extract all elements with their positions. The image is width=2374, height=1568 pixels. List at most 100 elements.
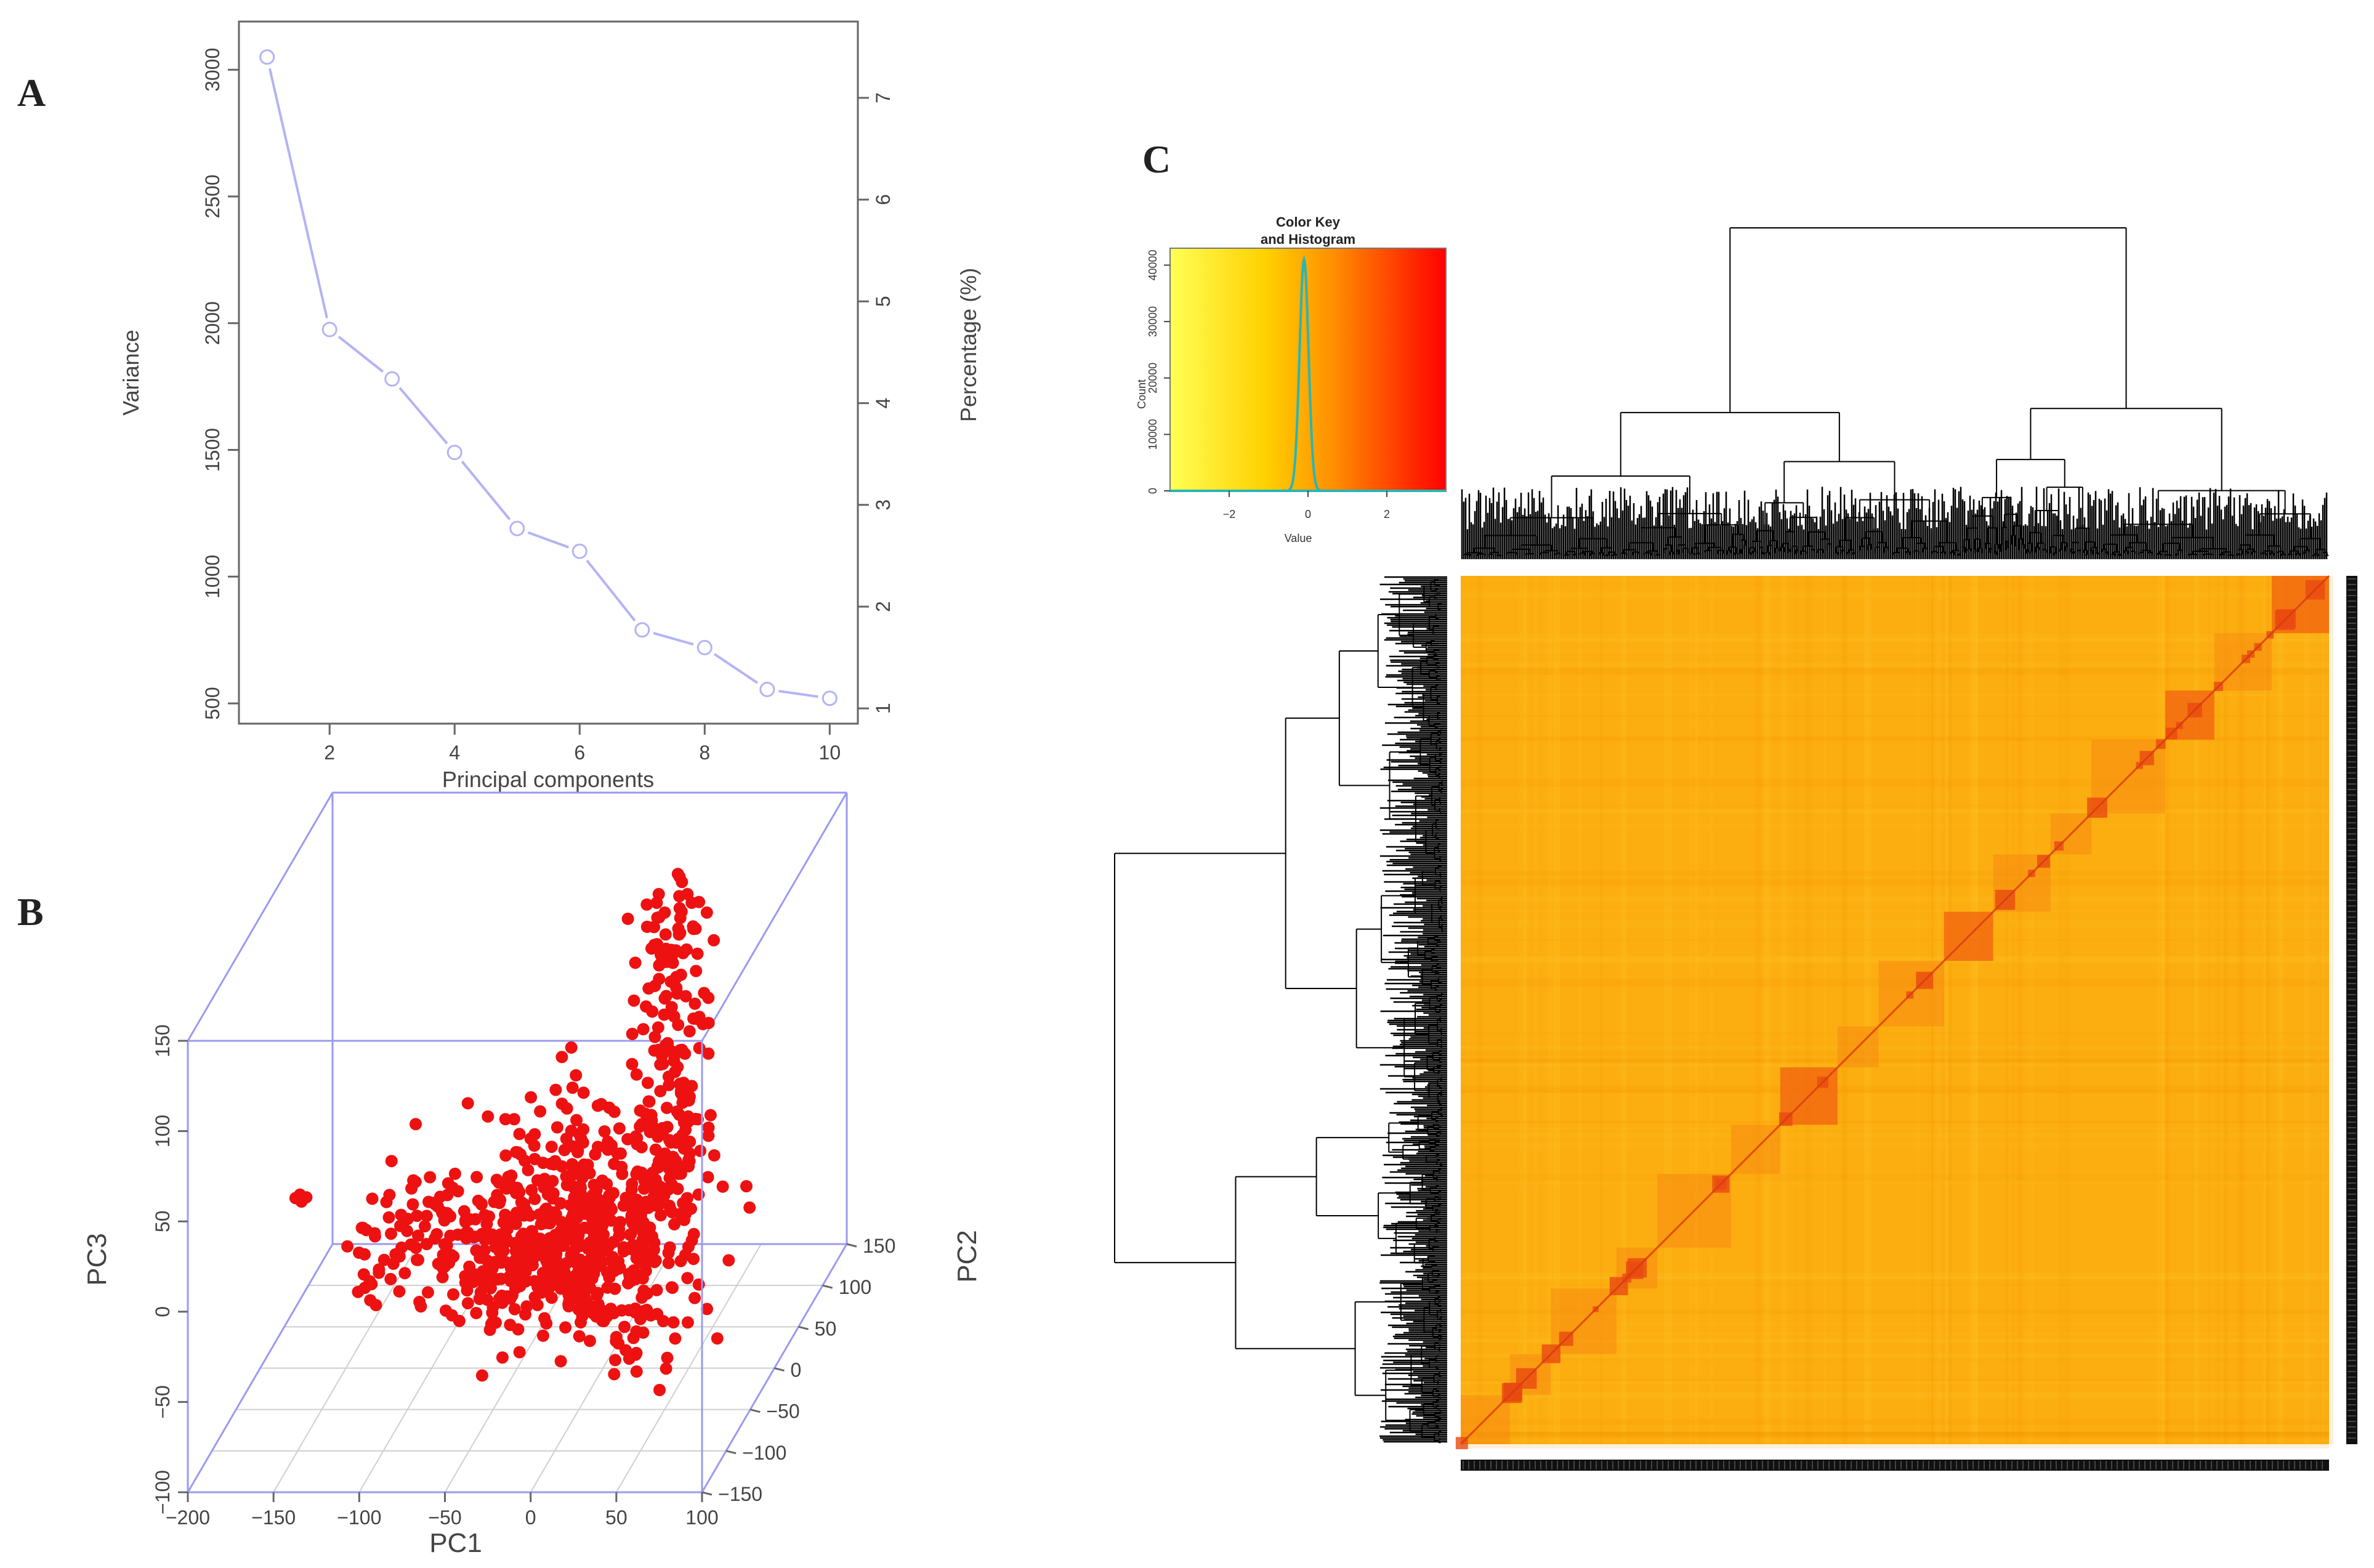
scatter-point <box>583 1300 596 1313</box>
heatmap-band <box>1461 1281 2329 1283</box>
heatmap-band <box>1948 576 1952 1444</box>
heatmap-band <box>2013 576 2014 1444</box>
scatter-point <box>638 1304 651 1317</box>
heatmap-band <box>1468 576 1471 1444</box>
scatter-point <box>691 1012 703 1025</box>
scatter-point <box>360 1224 373 1237</box>
scatter-point <box>535 1286 548 1299</box>
pc1-axis-title: PC1 <box>429 1528 482 1558</box>
scatter-point <box>421 1286 434 1299</box>
heatmap-band <box>1461 591 2329 598</box>
variance-segment <box>268 68 328 318</box>
heatmap-band <box>1461 786 2329 788</box>
heatmap-band <box>2017 576 2023 1444</box>
scatter-point <box>662 1157 675 1170</box>
scatter-point <box>358 1248 371 1261</box>
scatter-point <box>565 1041 578 1054</box>
scatter-point <box>701 1171 714 1184</box>
scatter-point <box>637 1233 650 1246</box>
scatter-point <box>660 1101 673 1114</box>
heatmap-band <box>1461 1180 2329 1186</box>
heatmap-band <box>1461 778 2329 786</box>
scatter-point <box>435 1205 448 1218</box>
scatter-point <box>567 1208 579 1221</box>
scatter-point <box>475 1369 488 1382</box>
heatmap-band <box>1461 1356 2329 1362</box>
scatter-point <box>702 1121 715 1134</box>
heatmap-band <box>1524 576 1528 1444</box>
scatter-point <box>652 1130 664 1143</box>
key-y-tick-label: 0 <box>1147 488 1159 494</box>
x-tick-label: 100 <box>685 1506 718 1529</box>
scatter-point <box>383 1189 396 1202</box>
x-tick-label: 6 <box>574 742 585 764</box>
scatter-point <box>627 1332 640 1344</box>
scatter-point <box>482 1110 495 1123</box>
heatmap-band <box>1461 824 2329 829</box>
y-tick-label: 0 <box>791 1359 802 1381</box>
heatmap-band <box>2059 576 2065 1444</box>
scatter-point <box>671 1182 684 1195</box>
scatter-point <box>448 1167 461 1180</box>
z-tick-label: 100 <box>151 1115 174 1147</box>
heatmap-band <box>2241 576 2247 1444</box>
scatter-point <box>581 1158 594 1171</box>
scatter-point <box>439 1237 452 1250</box>
scatter-point <box>645 1114 658 1127</box>
scatter-point <box>598 1125 611 1138</box>
scatter-point <box>636 1166 648 1179</box>
heatmap-band <box>1461 639 2329 643</box>
variance-segment <box>398 387 448 445</box>
heatmap-band <box>1552 576 1560 1444</box>
scatter-point <box>549 1083 562 1096</box>
scatter-point <box>680 943 693 956</box>
scatter-point <box>680 1192 693 1205</box>
scatter-point <box>547 1187 560 1200</box>
scatter-point <box>648 1030 661 1043</box>
heatmap-matrix <box>1455 575 2333 1450</box>
scatter-point <box>669 1332 682 1345</box>
scatter-point <box>406 1198 419 1211</box>
heatmap-band <box>2317 576 2320 1444</box>
variance-point <box>634 622 650 638</box>
scatter-point <box>626 1057 639 1070</box>
key-y-tick-label: 10000 <box>1147 419 1159 450</box>
scatter-point <box>418 1220 431 1233</box>
scatter-point <box>677 1083 690 1096</box>
row-column-labels <box>1461 576 2357 1471</box>
x-axis-title: Principal components <box>442 767 654 792</box>
z-tick-label: −50 <box>151 1385 174 1418</box>
scatter-point <box>614 1216 627 1229</box>
scatter-point <box>660 1362 672 1375</box>
scatter-point <box>716 1180 729 1193</box>
scatter-point <box>658 1008 671 1021</box>
scatter-point <box>674 1255 687 1267</box>
scatter-point <box>673 890 686 903</box>
scatter-point <box>687 1253 700 1266</box>
scatter-point <box>613 1262 626 1275</box>
scatter-point <box>637 1023 650 1036</box>
scatter-point <box>366 1192 379 1205</box>
scatter-point <box>645 1181 658 1194</box>
scatter-point <box>429 1232 442 1245</box>
key-x-tick-label: 2 <box>1384 508 1390 520</box>
heatmap-band <box>1461 810 2329 814</box>
scatter-point <box>341 1240 354 1253</box>
heatmap-band <box>2065 576 2070 1444</box>
color-key-subtitle: and Histogram <box>1261 232 1355 247</box>
scatter-point <box>493 1176 506 1189</box>
scatter-point <box>621 1133 634 1146</box>
scatter-point <box>657 1315 669 1328</box>
heatmap-band <box>1461 1059 2329 1064</box>
scatter-point <box>621 912 634 925</box>
heatmap-band <box>1461 870 2329 876</box>
scatter-point <box>683 1025 696 1038</box>
scatter-point <box>499 1113 512 1126</box>
scatter-point <box>382 1211 395 1224</box>
y-tick <box>822 1284 833 1289</box>
scatter-point <box>570 1113 583 1126</box>
box-edge <box>187 792 334 1041</box>
scatter-point <box>564 1198 577 1211</box>
scatter-point <box>651 911 664 924</box>
heatmap-band <box>1461 1392 2329 1399</box>
